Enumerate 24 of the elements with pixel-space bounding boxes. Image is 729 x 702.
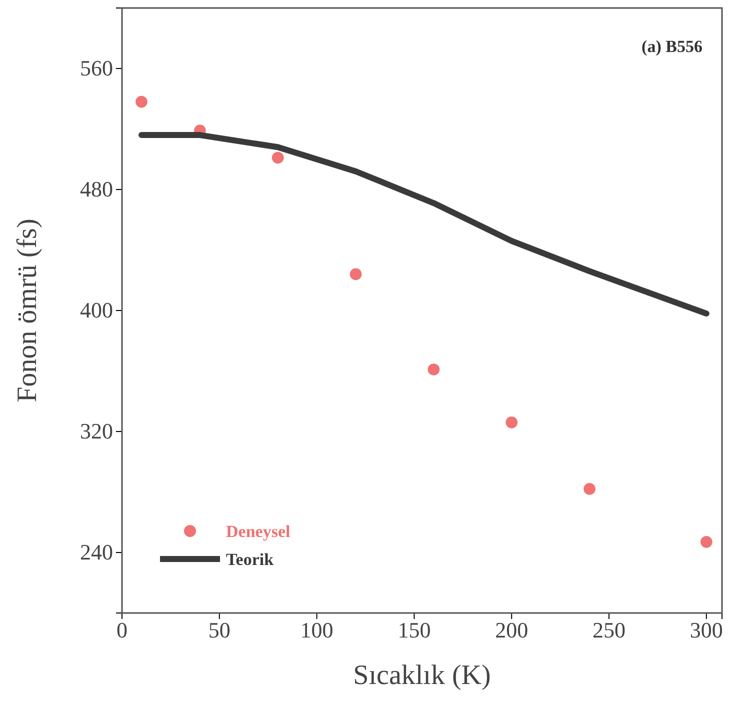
- y-tick-label: 240: [80, 540, 113, 565]
- y-tick-label: 400: [80, 298, 113, 323]
- x-tick-label: 200: [495, 618, 528, 643]
- point: [350, 268, 362, 280]
- point: [136, 96, 148, 108]
- x-tick-label: 300: [690, 618, 723, 643]
- x-tick-label: 100: [300, 618, 334, 643]
- x-tick-label: 150: [398, 618, 431, 643]
- y-tick-label: 320: [80, 418, 113, 444]
- point: [272, 152, 284, 164]
- point: [584, 483, 596, 495]
- y-axis-title: Fonon ömrü (fs): [12, 218, 43, 402]
- point: [428, 364, 440, 376]
- point: [506, 416, 518, 428]
- x-tick-label: 50: [208, 618, 230, 643]
- x-tick-label: 250: [592, 618, 626, 643]
- y-tick-label: 480: [80, 176, 113, 202]
- x-axis-title: Sıcaklık (K): [353, 660, 491, 691]
- annotation: (a) B556: [642, 37, 702, 56]
- x-tick-label: 0: [116, 618, 128, 643]
- y-tick-label: 560: [80, 56, 113, 81]
- legend-label: Deneysel: [226, 522, 290, 541]
- point: [700, 536, 712, 548]
- legend-label: Teorik: [226, 550, 274, 569]
